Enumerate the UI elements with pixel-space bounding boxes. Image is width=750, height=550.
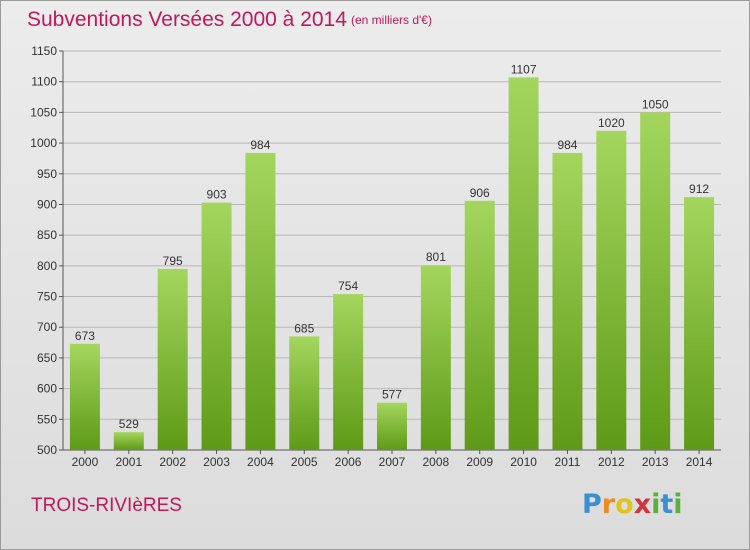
bar-value-label: 903 <box>207 188 227 202</box>
bar <box>420 265 451 450</box>
bar-value-label: 801 <box>426 250 446 264</box>
x-tick-label: 2008 <box>423 455 450 469</box>
bar <box>201 202 232 450</box>
bar <box>289 336 320 450</box>
labels: 500 550 600 650 700 750 800 850 900 950 1000 1050 11… <box>30 44 712 469</box>
bar-value-label: 984 <box>557 138 577 152</box>
y-tick-label: 1100 <box>31 75 57 89</box>
y-tick-label: 650 <box>37 351 57 365</box>
y-tick-label: 500 <box>37 443 57 457</box>
x-tick-label: 2014 <box>686 455 713 469</box>
bar <box>640 112 671 450</box>
bar-value-label: 912 <box>689 182 709 196</box>
bar-value-label: 1050 <box>642 97 669 111</box>
y-tick-label: 750 <box>37 290 57 304</box>
x-tick-label: 2001 <box>115 455 142 469</box>
y-tick-label: 850 <box>37 228 57 242</box>
x-tick-label: 2012 <box>598 455 625 469</box>
y-tick-label: 1000 <box>30 136 57 150</box>
bar-value-label: 1107 <box>511 62 537 76</box>
y-tick-label: 950 <box>37 167 57 181</box>
y-tick-label: 550 <box>37 412 57 426</box>
bar-value-label: 754 <box>338 279 358 293</box>
bar-value-label: 685 <box>294 321 314 335</box>
y-tick-label: 600 <box>37 382 57 396</box>
bar-value-label: 906 <box>470 186 490 200</box>
bar <box>157 268 188 450</box>
bar-value-label: 577 <box>382 388 402 402</box>
bar-value-label: 529 <box>119 417 139 431</box>
chart-subtitle: (en milliers d'€) <box>351 13 432 27</box>
x-tick-label: 2006 <box>335 455 362 469</box>
bar <box>333 294 364 450</box>
bar-value-label: 795 <box>163 254 183 268</box>
bar <box>508 77 539 450</box>
chart-title: Subventions Versées 2000 à 2014 <box>27 8 347 31</box>
bar-value-label: 673 <box>75 329 95 343</box>
x-tick-label: 2009 <box>466 455 493 469</box>
bars <box>69 77 715 451</box>
bar <box>245 152 276 450</box>
y-tick-label: 800 <box>37 259 57 273</box>
bar <box>113 432 144 450</box>
x-tick-label: 2010 <box>510 455 537 469</box>
y-tick-label: 1050 <box>30 105 57 119</box>
x-tick-label: 2005 <box>291 455 318 469</box>
place-name: TROIS-RIVIèRES <box>31 495 182 516</box>
x-tick-label: 2004 <box>247 455 274 469</box>
x-tick-label: 2011 <box>555 455 581 469</box>
y-tick-label: 1150 <box>31 44 57 58</box>
bar <box>596 130 627 451</box>
proxiti-logo: Proxiti <box>582 489 683 520</box>
y-tick-label: 900 <box>37 197 57 211</box>
x-tick-label: 2003 <box>203 455 230 469</box>
y-tick-label: 700 <box>37 320 57 334</box>
bar <box>552 152 583 450</box>
x-tick-label: 2002 <box>159 455 186 469</box>
bar <box>684 197 715 450</box>
bar <box>69 343 100 450</box>
bar <box>464 200 495 450</box>
bar-value-label: 984 <box>250 138 270 152</box>
x-tick-label: 2000 <box>72 455 99 469</box>
x-tick-label: 2007 <box>379 455 406 469</box>
bar <box>377 402 407 450</box>
bar-value-label: 1020 <box>598 116 625 130</box>
x-tick-label: 2013 <box>642 455 669 469</box>
